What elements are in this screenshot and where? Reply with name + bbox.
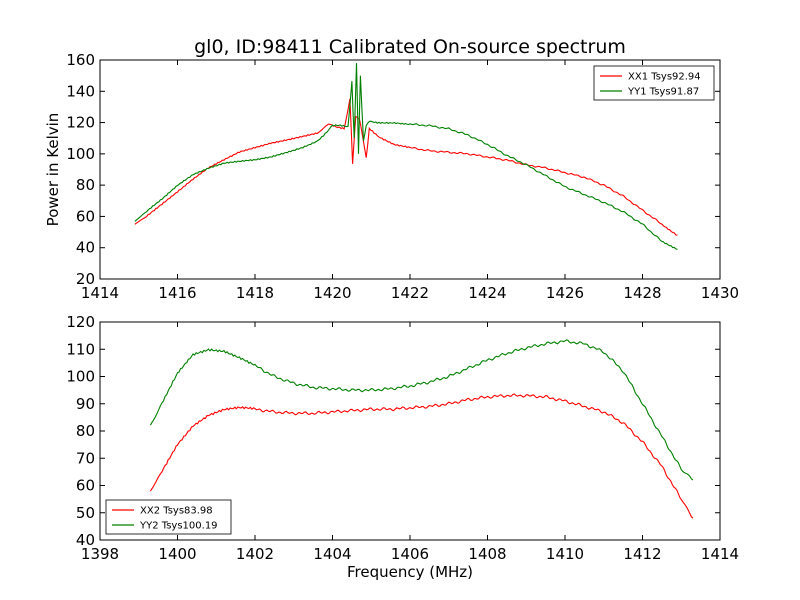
series-line-xx2-tsys83-98 [149, 393, 694, 519]
x-tick-label: 1398 [81, 545, 119, 563]
y-tick-label: 100 [66, 368, 95, 386]
series-line-yy1-tsys91-87 [134, 63, 678, 250]
x-tick-label: 1402 [236, 545, 274, 563]
y-tick-label: 100 [66, 145, 95, 163]
legend-box [593, 65, 715, 101]
top-spectrum-panel: 1414 1416 1418 1420 1422 1424 1426 1428 1430 20 40… [44, 51, 739, 302]
x-tick-label: 1424 [468, 284, 506, 302]
x-tick-label: 1420 [313, 284, 351, 302]
series-line-xx1-tsys92-94 [134, 98, 678, 236]
y-tick-label: 80 [76, 176, 95, 194]
bottom-spectrum-panel: 1398 1400 1402 1404 1406 1408 1410 1412 1414 40 50… [66, 313, 739, 581]
x-tick-label: 1400 [158, 545, 196, 563]
y-tick-label: 90 [76, 395, 95, 413]
x-axis-title: Frequency (MHz) [347, 563, 473, 581]
x-tick-label: 1408 [468, 545, 506, 563]
x-tick-label: 1414 [701, 545, 739, 563]
chart-title: gl0, ID:98411 Calibrated On-source spect… [194, 36, 626, 58]
legend-entry: XX2 Tsys83.98 [140, 506, 213, 517]
x-tick-label: 1426 [546, 284, 584, 302]
y-tick-label: 160 [66, 51, 95, 69]
x-tick-label: 1404 [313, 545, 351, 563]
y-tick-label: 60 [76, 477, 95, 495]
x-tick-label: 1428 [623, 284, 661, 302]
legend-entry: YY2 Tsys100.19 [139, 521, 218, 532]
x-tick-label: 1416 [158, 284, 196, 302]
x-tick-label: 1430 [701, 284, 739, 302]
y-tick-label: 70 [76, 449, 95, 467]
y-tick-label: 40 [76, 239, 95, 257]
y-tick-label: 50 [76, 504, 95, 522]
y-tick-label: 40 [76, 531, 95, 549]
y-axis-title: Power in Kelvin [44, 113, 62, 227]
y-tick-label: 120 [66, 313, 95, 331]
x-tick-label: 1422 [391, 284, 429, 302]
y-tick-label: 140 [66, 82, 95, 100]
y-tick-label: 20 [76, 270, 95, 288]
y-tick-label: 80 [76, 422, 95, 440]
x-tick-label: 1406 [391, 545, 429, 563]
legend-entry: XX1 Tsys92.94 [628, 72, 701, 83]
y-tick-label: 60 [76, 207, 95, 225]
y-tick-label: 110 [66, 340, 95, 358]
series-line-yy2-tsys100-19 [149, 339, 694, 481]
legend-box [105, 499, 232, 535]
x-tick-label: 1412 [623, 545, 661, 563]
y-tick-label: 120 [66, 114, 95, 132]
x-tick-label: 1418 [236, 284, 274, 302]
legend-entry: YY1 Tsys91.87 [627, 87, 699, 98]
x-tick-label: 1410 [546, 545, 584, 563]
x-tick-label: 1414 [81, 284, 119, 302]
